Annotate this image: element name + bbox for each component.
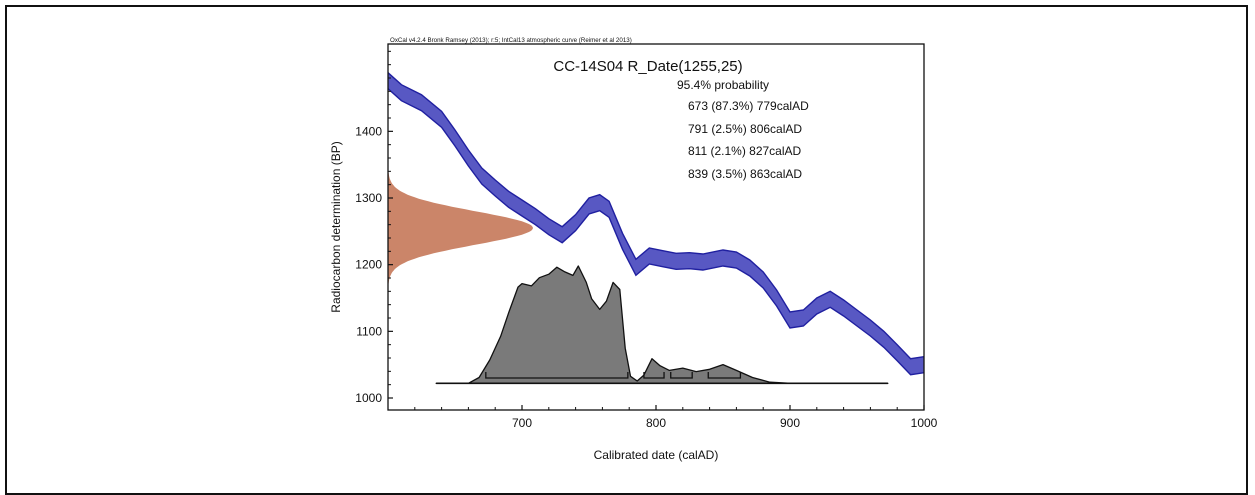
range-label: 839 (3.5%) 863calAD [688,167,802,181]
calibration-chart: 700 800 900 1000 1000 1100 1200 1300 1400 OxCal… [329,37,938,462]
y-tick-label: 1200 [355,258,382,272]
radiocarbon-date-distribution [388,168,533,288]
x-axis-ticks: 700 800 900 1000 [414,405,938,430]
hpd-range-bracket [485,372,629,379]
range-label: 811 (2.1%) 827calAD [688,144,802,158]
y-tick-label: 1300 [355,191,382,205]
calibration-upper-edge [388,72,924,360]
y-tick-label: 1000 [355,391,382,405]
software-credit: OxCal v4.2.4 Bronk Ramsey (2013); r:5; I… [390,37,632,44]
hpd-range-bracket [643,372,665,379]
x-tick-label: 800 [646,416,666,430]
x-tick-label: 900 [780,416,800,430]
plot-area [388,72,924,384]
y-tick-label: 1400 [355,124,382,138]
calibrated-distribution-area [435,265,889,384]
radiocarbon-date-gaussian [388,168,533,288]
x-tick-label: 700 [512,416,532,430]
chart-title: CC-14S04 R_Date(1255,25) [553,58,742,75]
y-tick-label: 1100 [356,324,382,338]
calibration-curve [388,72,924,376]
x-axis-label: Calibrated date (calAD) [594,448,719,462]
hpd-range-brackets [485,372,742,379]
calibration-lower-edge [388,88,924,376]
range-label: 791 (2.5%) 806calAD [688,122,802,136]
y-axis-ticks: 1000 1100 1200 1300 1400 [355,50,393,405]
x-tick-label: 1000 [911,416,938,430]
y-axis-label: Radiocarbon determination (BP) [329,141,343,312]
calibrated-distribution [435,265,889,384]
hpd-range-bracket [707,372,742,379]
range-label: 673 (87.3%) 779calAD [688,99,809,113]
hpd-range-bracket [670,372,693,379]
probability-heading: 95.4% probability [677,78,769,92]
